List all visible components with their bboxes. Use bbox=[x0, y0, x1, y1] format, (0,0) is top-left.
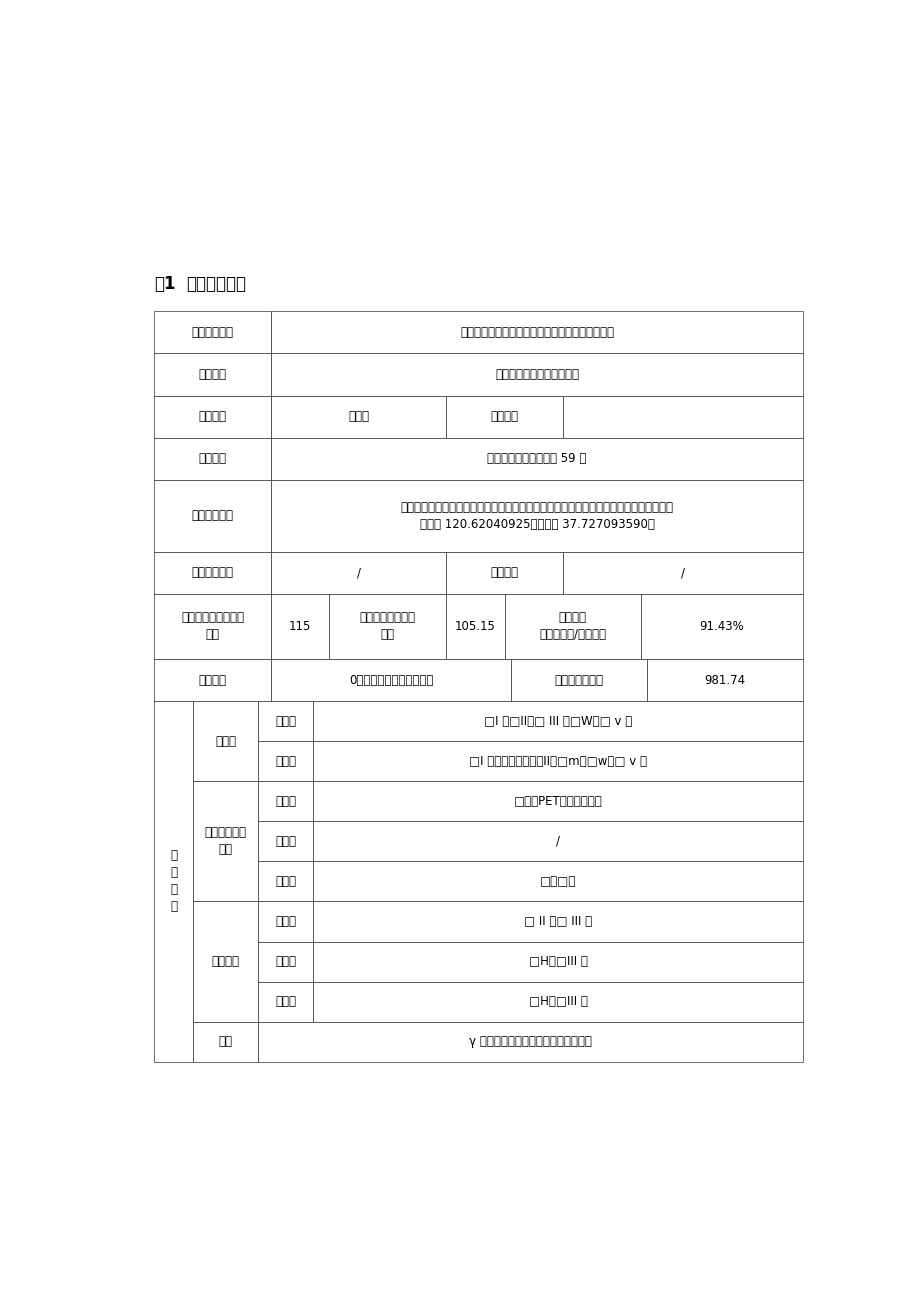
Text: □H类□III 类: □H类□III 类 bbox=[528, 955, 587, 968]
Bar bbox=[193, 701, 257, 781]
Bar bbox=[271, 311, 802, 354]
Text: 占地面积（三）: 占地面积（三） bbox=[554, 674, 603, 687]
Bar bbox=[257, 902, 312, 942]
Text: /: / bbox=[555, 835, 560, 848]
Bar bbox=[271, 396, 446, 437]
Bar bbox=[154, 396, 271, 437]
Text: 建设单位: 建设单位 bbox=[199, 368, 226, 381]
Bar bbox=[257, 701, 312, 742]
Bar bbox=[271, 437, 802, 480]
Text: 其他: 其他 bbox=[219, 1036, 233, 1049]
Text: □制备PET用放射性药物: □制备PET用放射性药物 bbox=[513, 795, 602, 808]
Bar bbox=[154, 593, 271, 660]
Bar bbox=[271, 660, 511, 701]
Text: □ II 类□ III 类: □ II 类□ III 类 bbox=[524, 915, 592, 928]
Text: □I 类□II类□ III 类□W类□ v 类: □I 类□II类□ III 类□W类□ v 类 bbox=[483, 714, 631, 727]
Bar bbox=[446, 396, 562, 437]
Text: □I 类（医疗使用）口II类□m类□w类□ v 类: □I 类（医疗使用）口II类□m类□w类□ v 类 bbox=[469, 755, 646, 768]
Bar bbox=[193, 1021, 257, 1062]
Bar bbox=[271, 593, 329, 660]
Bar bbox=[647, 660, 802, 701]
Text: 项目环保投资（万
元）: 项目环保投资（万 元） bbox=[359, 611, 415, 641]
Text: 115: 115 bbox=[289, 621, 311, 634]
Text: 口生产: 口生产 bbox=[275, 915, 296, 928]
Bar bbox=[312, 781, 802, 821]
Bar bbox=[641, 593, 802, 660]
Bar bbox=[193, 781, 257, 902]
Text: 放射源库位于山东省烟台市蓬莱区北沟镇蓬莱化工产业园万华化学（蓬莱）有限公司院内
（东经 120.62040925。、北纬 37.727093590）: 放射源库位于山东省烟台市蓬莱区北沟镇蓬莱化工产业园万华化学（蓬莱）有限公司院内 … bbox=[400, 501, 673, 531]
Bar bbox=[504, 593, 641, 660]
Text: 联系人: 联系人 bbox=[347, 410, 369, 423]
Text: 非密封放射性
物质: 非密封放射性 物质 bbox=[204, 826, 246, 856]
Bar bbox=[312, 701, 802, 742]
Bar bbox=[511, 660, 647, 701]
Bar bbox=[257, 1021, 802, 1062]
Bar bbox=[154, 480, 271, 552]
Text: 应
用
类
型: 应 用 类 型 bbox=[170, 850, 177, 913]
Bar bbox=[154, 701, 193, 1062]
Bar bbox=[312, 821, 802, 861]
Bar bbox=[154, 437, 271, 480]
Text: 项目建设地点: 项目建设地点 bbox=[191, 509, 233, 522]
Bar bbox=[562, 552, 802, 593]
Bar bbox=[257, 742, 312, 781]
Text: 项目基本情况: 项目基本情况 bbox=[186, 276, 246, 293]
Bar bbox=[257, 821, 312, 861]
Bar bbox=[257, 942, 312, 981]
Bar bbox=[154, 660, 271, 701]
Text: 口销售: 口销售 bbox=[275, 714, 296, 727]
Text: 批准文号: 批准文号 bbox=[490, 566, 518, 579]
Text: 口销售: 口销售 bbox=[275, 955, 296, 968]
Text: 口生产: 口生产 bbox=[275, 795, 296, 808]
Text: 联系电话: 联系电话 bbox=[490, 410, 518, 423]
Text: □乙□丙: □乙□丙 bbox=[539, 874, 575, 887]
Bar bbox=[271, 480, 802, 552]
Bar bbox=[257, 981, 312, 1021]
Text: 口使用: 口使用 bbox=[275, 995, 296, 1008]
Text: 口使用: 口使用 bbox=[275, 755, 296, 768]
Text: /: / bbox=[357, 566, 360, 579]
Text: 口销售: 口销售 bbox=[275, 835, 296, 848]
Bar bbox=[271, 552, 446, 593]
Bar bbox=[154, 354, 271, 396]
Text: 烟台市开发区重庆大街 59 号: 烟台市开发区重庆大街 59 号 bbox=[487, 453, 586, 466]
Text: 表1: 表1 bbox=[154, 276, 176, 293]
Bar bbox=[257, 861, 312, 902]
Text: 万华蓬莱工业园高性能新材料一体化项目放射源库: 万华蓬莱工业园高性能新材料一体化项目放射源库 bbox=[460, 327, 613, 340]
Bar bbox=[329, 593, 446, 660]
Bar bbox=[562, 396, 802, 437]
Bar bbox=[271, 354, 802, 396]
Bar bbox=[312, 742, 802, 781]
Text: 105.15: 105.15 bbox=[455, 621, 495, 634]
Text: 万华化学（蓬莱）有限公司: 万华化学（蓬莱）有限公司 bbox=[494, 368, 578, 381]
Bar bbox=[312, 861, 802, 902]
Text: 91.43%: 91.43% bbox=[698, 621, 743, 634]
Text: 射线装置: 射线装置 bbox=[211, 955, 239, 968]
Bar bbox=[312, 942, 802, 981]
Bar bbox=[154, 311, 271, 354]
Bar bbox=[193, 902, 257, 1021]
Text: 0新建口改建口扩建口其它: 0新建口改建口扩建口其它 bbox=[348, 674, 433, 687]
Text: γ 射线探伤机（放射源）临时贮存场所: γ 射线探伤机（放射源）临时贮存场所 bbox=[469, 1036, 591, 1049]
Text: 项目性质: 项目性质 bbox=[199, 674, 226, 687]
Text: 注册地址: 注册地址 bbox=[199, 453, 226, 466]
Text: /: / bbox=[680, 566, 685, 579]
Text: 投资比例
（环保投资/总投资）: 投资比例 （环保投资/总投资） bbox=[539, 611, 606, 641]
Bar bbox=[312, 902, 802, 942]
Text: 法人代表: 法人代表 bbox=[199, 410, 226, 423]
Bar bbox=[257, 781, 312, 821]
Text: 立项审批部门: 立项审批部门 bbox=[191, 566, 233, 579]
Bar bbox=[312, 981, 802, 1021]
Text: 建设项目总投资（万
元）: 建设项目总投资（万 元） bbox=[181, 611, 244, 641]
Text: 建设项目名称: 建设项目名称 bbox=[191, 327, 233, 340]
Bar bbox=[446, 593, 504, 660]
Text: 981.74: 981.74 bbox=[704, 674, 745, 687]
Bar bbox=[154, 552, 271, 593]
Text: □H类□III 类: □H类□III 类 bbox=[528, 995, 587, 1008]
Text: 放射源: 放射源 bbox=[215, 735, 236, 748]
Bar bbox=[446, 552, 562, 593]
Text: 口使用: 口使用 bbox=[275, 874, 296, 887]
